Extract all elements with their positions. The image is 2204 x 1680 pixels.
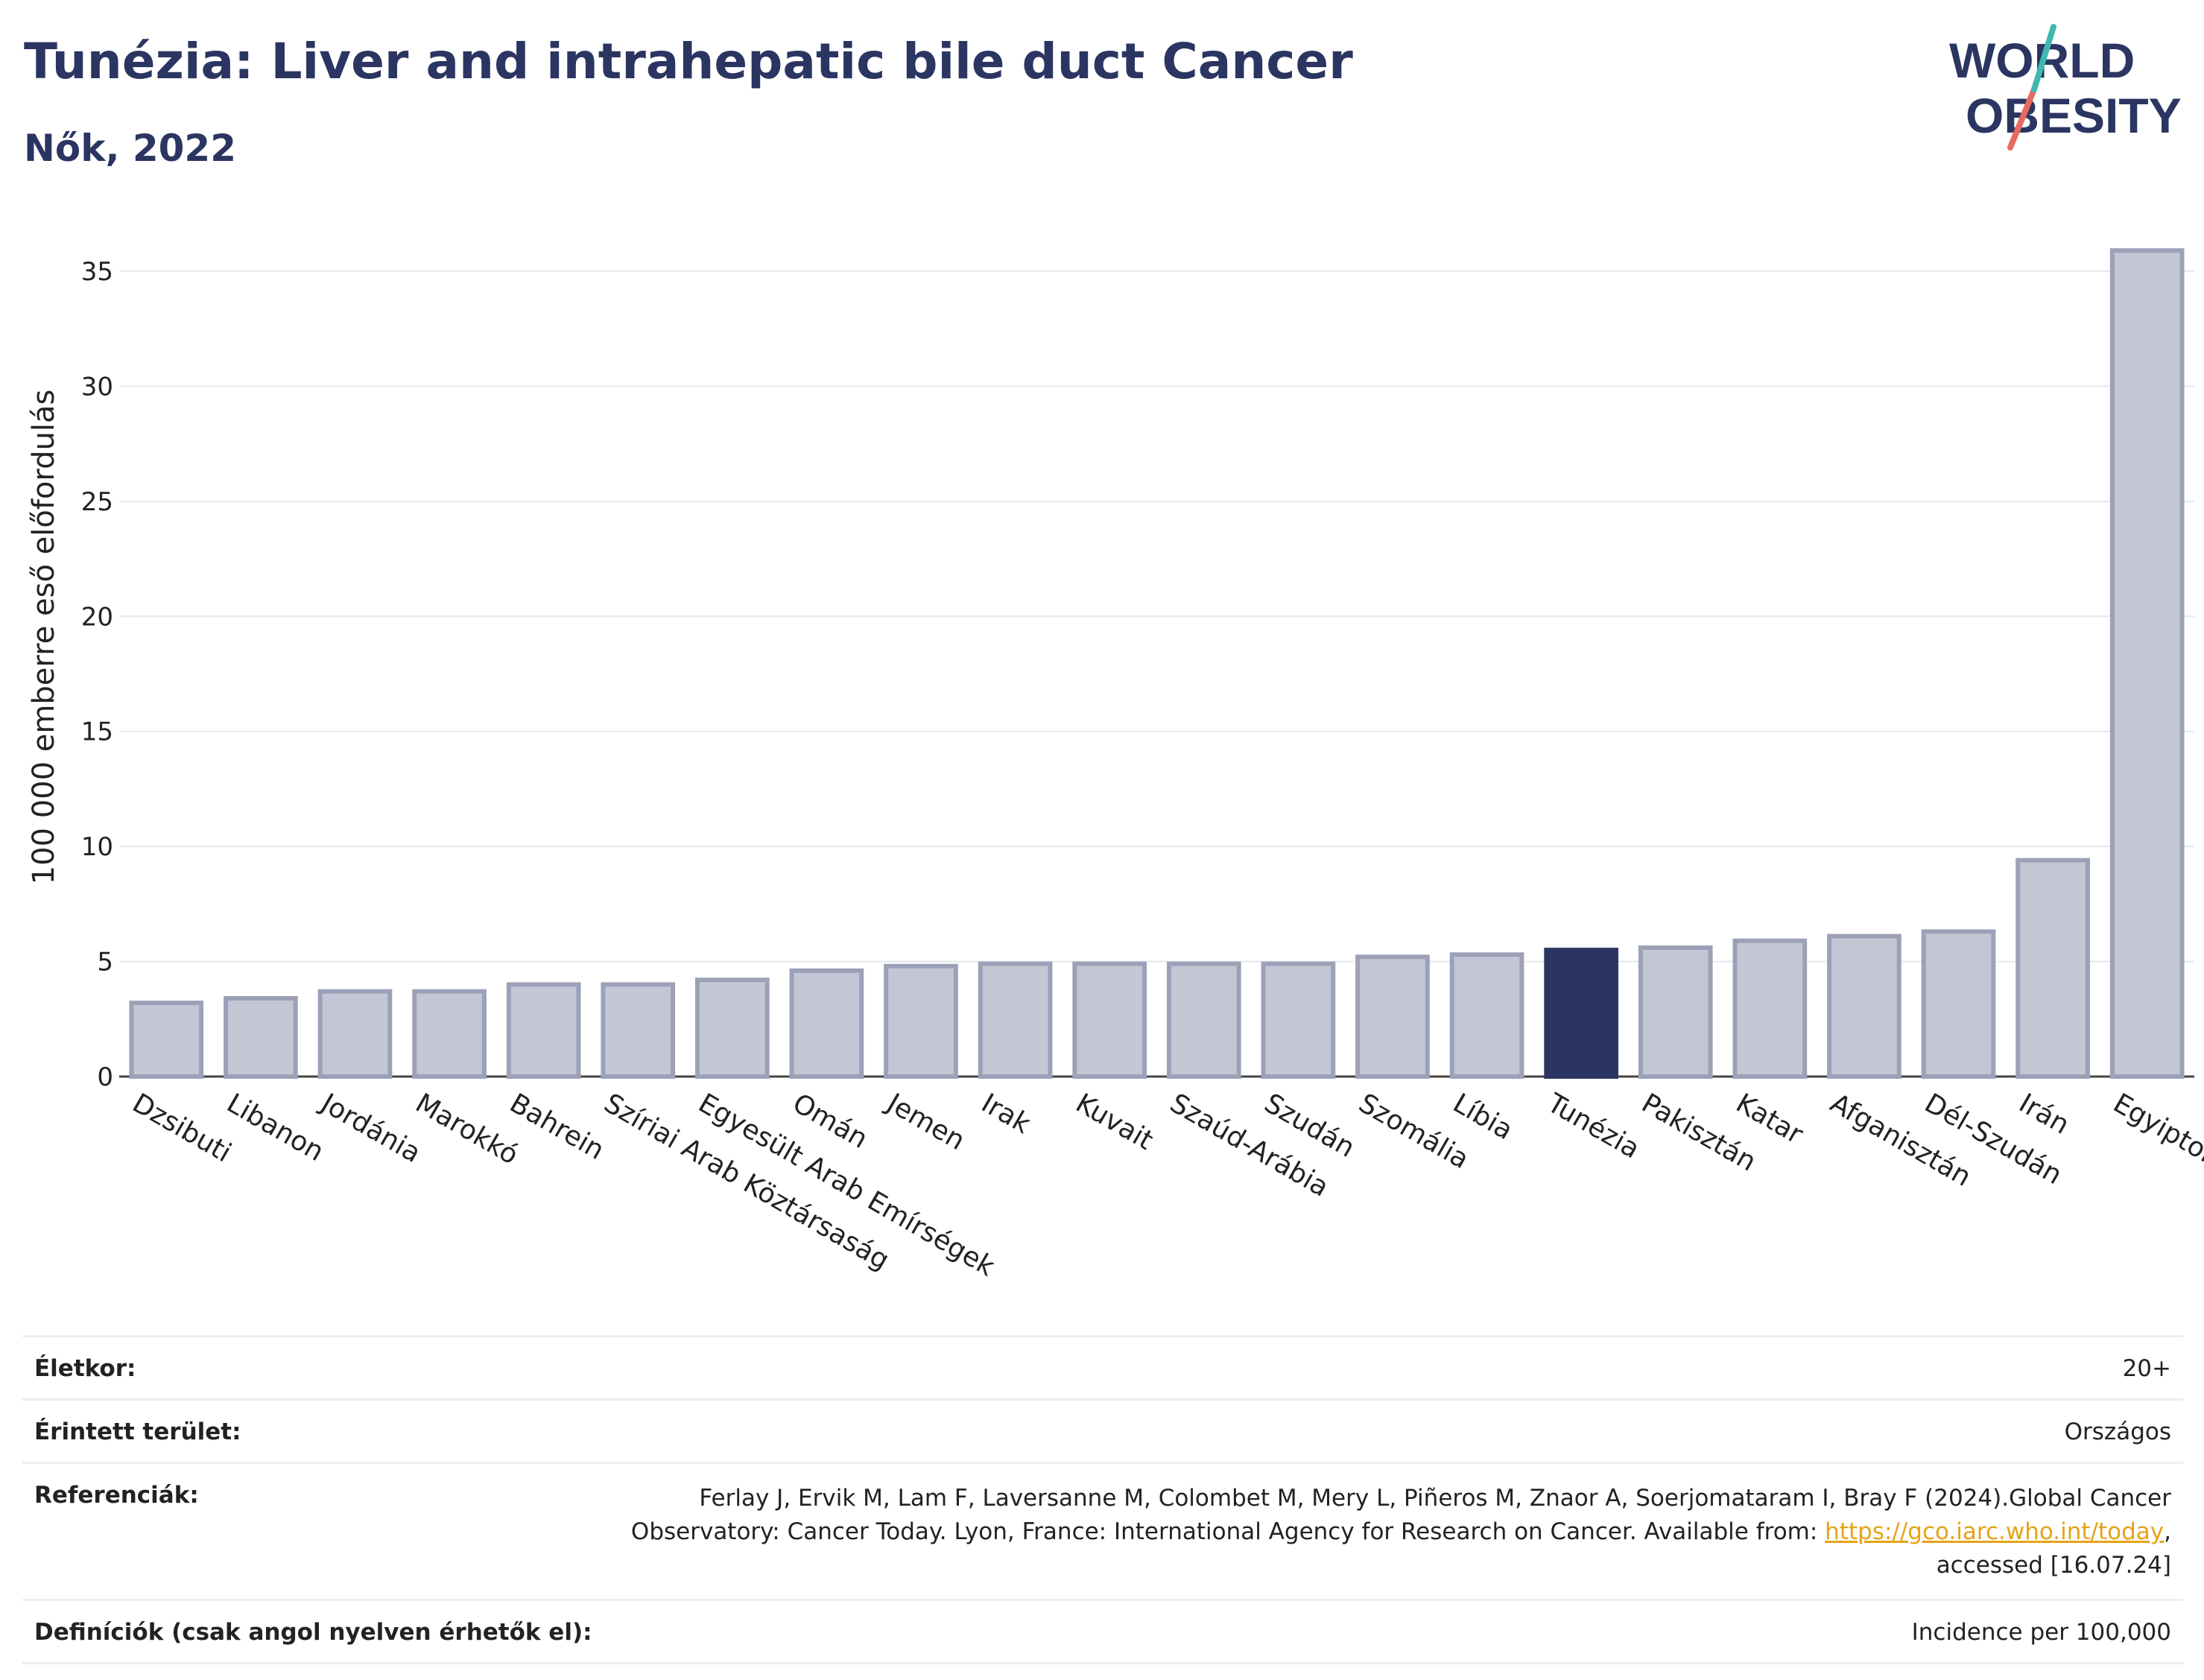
bar (601, 982, 676, 1080)
chart-subtitle: Nők, 2022 (24, 127, 237, 170)
x-tick-label: Irán (2014, 1088, 2074, 1141)
y-axis-label: 100 000 emberre eső előfordulás (27, 390, 61, 885)
x-tick-label: Irak (976, 1088, 1036, 1140)
logo-slash-teal (2031, 24, 2056, 92)
definitions-value: Incidence per 100,000 (1911, 1618, 2171, 1646)
gco-link[interactable]: https://gco.iarc.who.int/today (1825, 1518, 2165, 1545)
bar (129, 1001, 204, 1080)
x-tick-label: Libanon (221, 1088, 329, 1167)
y-tick-label: 35 (81, 257, 113, 287)
bar (1072, 961, 1147, 1080)
age-label: Életkor: (34, 1355, 136, 1382)
world-obesity-logo: WORLD OBESITY (1949, 24, 2182, 150)
logo-line2: OBESITY (1966, 88, 2182, 143)
x-tick-label: Tunézia (1542, 1088, 1645, 1165)
x-tick-label: Jemen (881, 1087, 970, 1156)
bar (695, 977, 770, 1080)
x-tick-label: Jordánia (314, 1087, 425, 1169)
bar-highlighted (1544, 948, 1618, 1079)
references-text-part1: Ferlay J, Ervik M, Lam F, Laversanne M, … (630, 1485, 2171, 1545)
x-tick-label: Marokkó (411, 1088, 524, 1170)
bar (1166, 961, 1241, 1080)
bar-layer (129, 248, 2185, 1080)
definitions-label: Definíciók (csak angol nyelven érhetők e… (34, 1618, 592, 1646)
bar (2015, 858, 2090, 1080)
bar (884, 963, 958, 1079)
area-label: Érintett terület: (34, 1419, 241, 1445)
bar (224, 995, 298, 1079)
logo-slash-red (2007, 86, 2037, 150)
bar (789, 968, 864, 1079)
x-tick-label: Dzsibuti (127, 1088, 236, 1168)
y-tick-label: 0 (97, 1062, 113, 1092)
references-text-part2: , accessed [16.07.24] (1936, 1518, 2171, 1579)
chart-title: Tunézia: Liver and intrahepatic bile duc… (24, 33, 1353, 90)
x-tick-label: Líbia (1448, 1088, 1518, 1146)
age-value: 20+ (2122, 1355, 2171, 1382)
info-row-definitions: Definíciók (csak angol nyelven érhetők e… (22, 1598, 2183, 1664)
bar (1355, 954, 1430, 1079)
y-tick-label: 5 (97, 948, 113, 977)
bar (506, 982, 581, 1080)
info-row-age: Életkor: 20+ (22, 1335, 2183, 1398)
y-tick-label: 25 (81, 487, 113, 517)
info-row-references: Referenciák: Ferlay J, Ervik M, Lam F, L… (22, 1462, 2183, 1599)
bar-chart: 0 5 10 15 20 25 30 35 DzsibutiLibanonJordániaMa… (27, 248, 2204, 1283)
bar (1921, 929, 1996, 1080)
bar (317, 989, 393, 1080)
info-row-area: Érintett terület: Országos (22, 1398, 2183, 1462)
references-label: Referenciák: (34, 1482, 199, 1509)
bar (1449, 952, 1524, 1079)
bar (1261, 961, 1336, 1080)
bar (1827, 933, 1901, 1080)
y-tick-label: 30 (81, 372, 113, 402)
x-tick-label: Kuvait (1071, 1088, 1159, 1156)
area-value: Országos (2064, 1419, 2171, 1445)
bar (978, 961, 1053, 1080)
x-tick-label: Bahrein (504, 1088, 609, 1166)
y-tick-label: 10 (81, 832, 113, 862)
x-tick-labels: DzsibutiLibanonJordániaMarokkóBahreinSzí… (127, 1087, 2204, 1282)
references-text: Ferlay J, Ervik M, Lam F, Laversanne M, … (577, 1482, 2171, 1582)
bar (1638, 945, 1713, 1080)
x-tick-label: Szaúd-Arábia (1165, 1088, 1334, 1203)
y-tick-label: 15 (81, 717, 113, 747)
bar (2109, 248, 2185, 1079)
bar (412, 989, 487, 1080)
y-tick-label: 20 (81, 602, 113, 632)
bar (1732, 938, 1808, 1079)
info-table: Életkor: 20+ Érintett terület: Országos … (22, 1335, 2183, 1664)
x-tick-label: Egyiptom (2108, 1088, 2204, 1178)
